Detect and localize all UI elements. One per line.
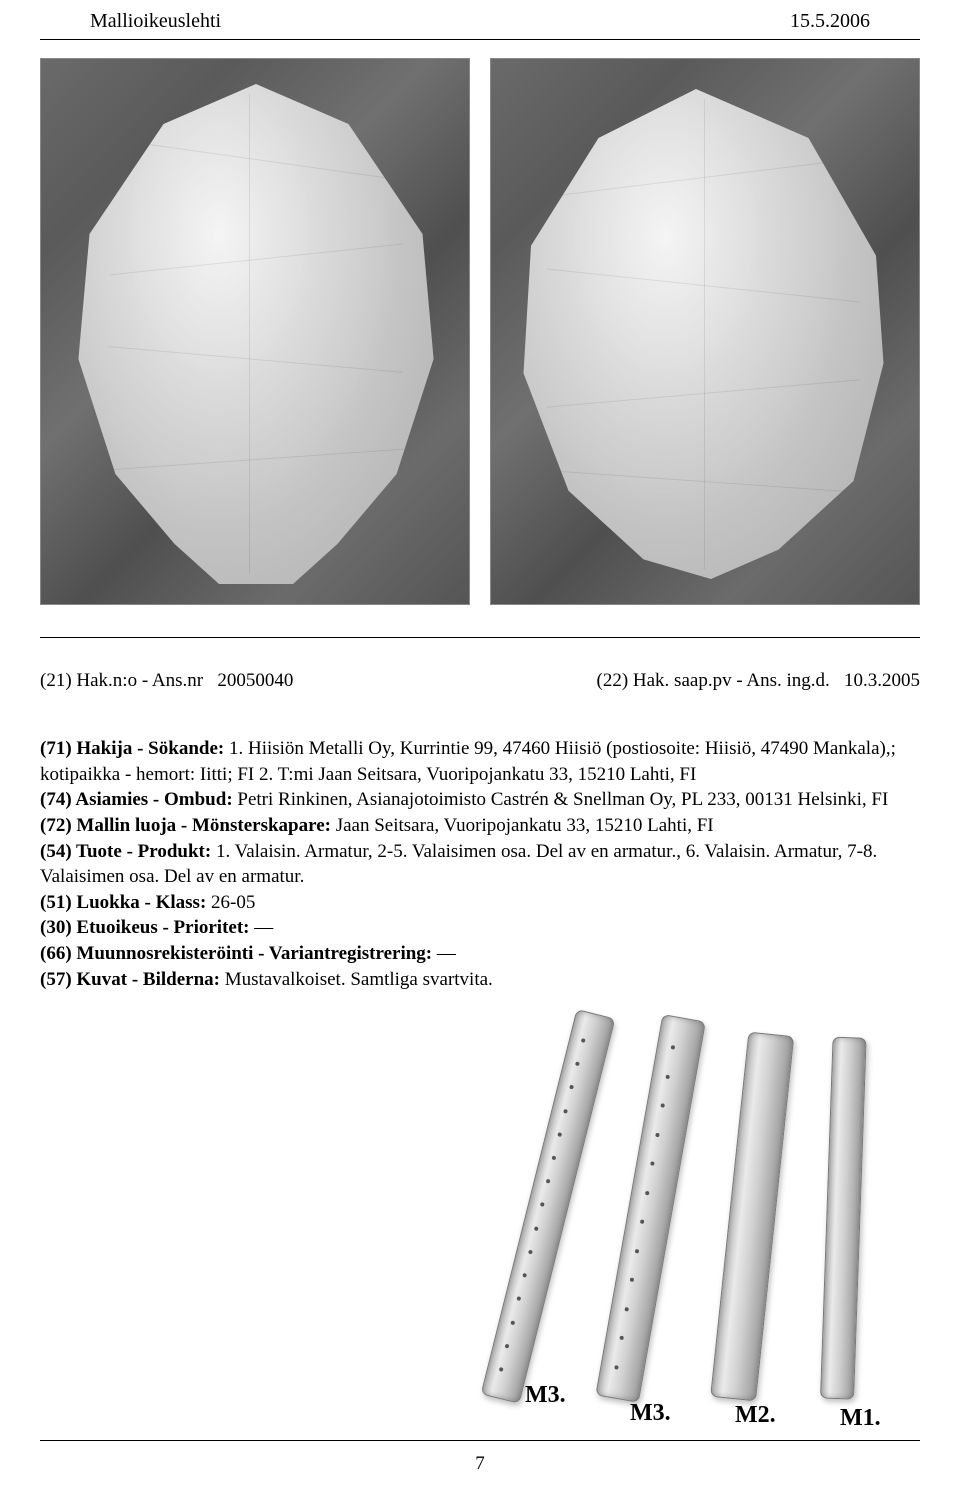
field-30: (30) Etuoikeus - Prioritet: — (40, 915, 920, 941)
label-m3b: M3. (630, 1400, 671, 1427)
f30-label: (30) Etuoikeus - Prioritet: (40, 917, 249, 938)
label-m2: M2. (735, 1402, 776, 1429)
f57-value: Mustavalkoiset. Samtliga svartvita. (220, 969, 493, 990)
slat-m1 (820, 1037, 867, 1400)
application-number: (21) Hak.n:o - Ans.nr 20050040 (40, 670, 293, 692)
field-57: (57) Kuvat - Bilderna: Mustavalkoiset. S… (40, 967, 920, 993)
header-rule (40, 39, 920, 40)
label-m3a: M3. (525, 1382, 566, 1409)
field-74: (74) Asiamies - Ombud: Petri Rinkinen, A… (40, 787, 920, 813)
page-number: 7 (40, 1453, 920, 1475)
field-71: (71) Hakija - Sökande: 1. Hiisiön Metall… (40, 736, 920, 787)
field-54: (54) Tuote - Produkt: 1. Valaisin. Armat… (40, 839, 920, 890)
f72-label: (72) Mallin luoja - Mönsterskapare: (40, 815, 331, 836)
app-date-value: 10.3.2005 (844, 670, 920, 691)
application-row: (21) Hak.n:o - Ans.nr 20050040 (22) Hak.… (40, 670, 920, 692)
footer-rule (40, 1440, 920, 1441)
f74-label: (74) Asiamies - Ombud: (40, 789, 233, 810)
f30-value: — (249, 917, 273, 938)
application-date: (22) Hak. saap.pv - Ans. ing.d. 10.3.200… (597, 670, 921, 692)
top-images (40, 58, 920, 605)
slat-m3a (481, 1009, 616, 1404)
fabric-shape (516, 89, 891, 579)
section-rule (40, 637, 920, 638)
fabric-shape (71, 84, 441, 584)
bottom-figure: M3. M3. M2. M1. (40, 1002, 920, 1432)
f54-label: (54) Tuote - Produkt: (40, 841, 211, 862)
journal-date: 15.5.2006 (790, 10, 870, 33)
fields-block: (71) Hakija - Sökande: 1. Hiisiön Metall… (40, 736, 920, 992)
page: Mallioikeuslehti 15.5.2006 (0, 0, 960, 1505)
f51-label: (51) Luokka - Klass: (40, 892, 206, 913)
f71-label: (71) Hakija - Sökande: (40, 738, 224, 759)
f72-value: Jaan Seitsara, Vuoripojankatu 33, 15210 … (331, 815, 714, 836)
f57-label: (57) Kuvat - Bilderna: (40, 969, 220, 990)
design-image-right (490, 58, 920, 605)
f66-label: (66) Muunnosrekisteröinti - Variantregis… (40, 943, 432, 964)
journal-title: Mallioikeuslehti (90, 10, 221, 33)
app-date-label: (22) Hak. saap.pv - Ans. ing.d. (597, 670, 830, 691)
f51-value: 26-05 (206, 892, 255, 913)
f74-value: Petri Rinkinen, Asianajotoimisto Castrén… (233, 789, 889, 810)
slat-m3b (595, 1014, 706, 1403)
field-72: (72) Mallin luoja - Mönsterskapare: Jaan… (40, 813, 920, 839)
app-number-value: 20050040 (217, 670, 293, 691)
label-m1: M1. (840, 1405, 881, 1432)
slat-m2 (710, 1032, 794, 1402)
field-51: (51) Luokka - Klass: 26-05 (40, 890, 920, 916)
f66-value: — (432, 943, 456, 964)
page-header: Mallioikeuslehti 15.5.2006 (40, 0, 920, 39)
field-66: (66) Muunnosrekisteröinti - Variantregis… (40, 941, 920, 967)
app-number-label: (21) Hak.n:o - Ans.nr (40, 670, 203, 691)
design-image-left (40, 58, 470, 605)
